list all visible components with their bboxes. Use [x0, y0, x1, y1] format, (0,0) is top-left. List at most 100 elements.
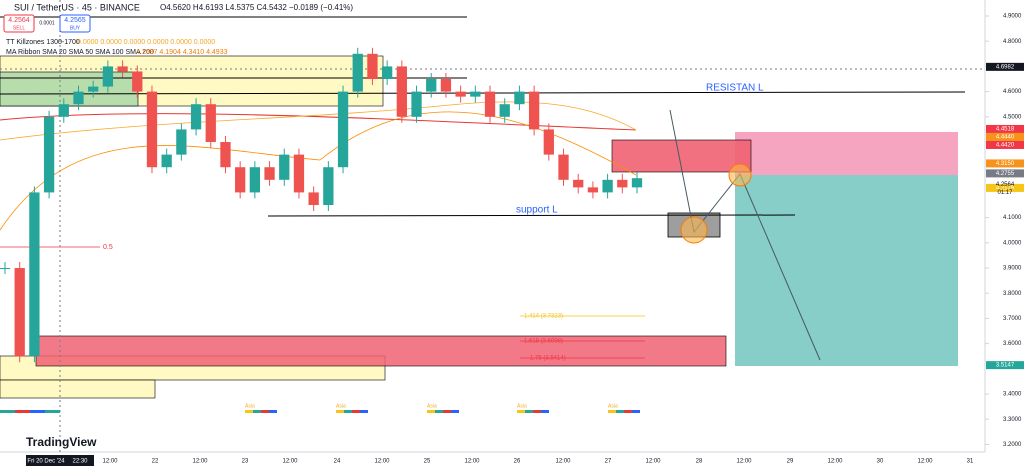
session-label: Asia: [245, 403, 255, 409]
candle: [190, 104, 202, 130]
candle: [102, 66, 114, 87]
y-tick-label: 3.2000: [1003, 442, 1022, 448]
candle: [528, 91, 540, 130]
zone: [35, 335, 727, 367]
y-tick-label: 4.5000: [1003, 114, 1022, 120]
candle: [631, 178, 643, 188]
y-tick-label: 3.3000: [1003, 417, 1022, 423]
candle: [264, 167, 275, 180]
x-tick-label: 25: [424, 459, 431, 465]
session-bar: [616, 410, 624, 413]
stop-zone: [735, 175, 958, 366]
candle: [117, 66, 128, 72]
last-price: 4.2564: [996, 182, 1015, 188]
sma-100: [0, 101, 637, 141]
x-tick-label: 30: [877, 459, 884, 465]
price-tag: [986, 361, 1024, 370]
annotation: 1.75 (3.5414): [530, 356, 566, 362]
buy-price: 4.2565: [64, 17, 86, 24]
x-tick-label: 22: [152, 459, 159, 465]
x-tick-label: Fri 20 Dec '24: [27, 459, 65, 465]
projection: [669, 109, 821, 361]
session-bar: [30, 410, 45, 413]
candle: [558, 154, 569, 180]
price-tag-label: 4.2755: [996, 171, 1015, 177]
zone: [611, 139, 752, 173]
countdown: 01:17: [997, 190, 1013, 196]
candle: [411, 91, 422, 117]
session-bar: [360, 410, 368, 413]
x-tick-label: 12:00: [645, 459, 661, 465]
session-bar: [245, 410, 253, 413]
x-tick-label: 31: [967, 459, 974, 465]
x-tick-label: 12:00: [464, 459, 480, 465]
session-bar: [443, 410, 451, 413]
header: SUI / TetherUS · 45 · BINANCE O4.5620 H4…: [3, 2, 353, 56]
candle: [14, 268, 25, 357]
session-label: Asia: [608, 403, 618, 409]
price-tag-label: 4.4440: [996, 135, 1015, 141]
candle: [161, 154, 172, 168]
y-tick-label: 4.6000: [1003, 89, 1022, 95]
indicator: MA Ribbon SMA 20 SMA 50 SMA 100 SMA 200: [6, 49, 154, 56]
date-highlight: [26, 455, 94, 466]
candle: [381, 66, 393, 80]
x-tick-label: 22:30: [72, 459, 88, 465]
session-bar: [427, 410, 435, 413]
candle: [308, 192, 319, 206]
sell-price: 4.2564: [8, 17, 30, 24]
session-label: Asia: [517, 403, 527, 409]
marker: [728, 163, 752, 187]
x-tick-label: 12:00: [736, 459, 752, 465]
candle: [484, 91, 496, 117]
candle: [440, 79, 452, 92]
candle: [602, 179, 613, 193]
candle: [396, 66, 407, 117]
zone: [0, 379, 156, 399]
candle: [617, 179, 628, 188]
y-tick-label: 3.4000: [1003, 392, 1022, 398]
marker: [680, 216, 708, 244]
session-bar: [15, 410, 30, 413]
y-tick-label: 4.8000: [1003, 39, 1022, 45]
session-bar: [541, 410, 549, 413]
price-tag: [986, 169, 1024, 178]
y-tick-label: 4.1000: [1003, 215, 1022, 221]
price-tag: [986, 183, 1024, 192]
candle: [0, 268, 11, 270]
target-zone: [735, 132, 958, 175]
candle: [249, 167, 261, 193]
price-tag-label: 3.5147: [996, 363, 1015, 369]
buy-button[interactable]: [59, 14, 91, 33]
y-tick-label: 3.9000: [1003, 266, 1022, 272]
price-tag: [986, 124, 1024, 133]
price-tag-label: 4.4518: [996, 127, 1015, 133]
session-bar: [525, 410, 533, 413]
symbol: SUI / TetherUS · 45 · BINANCE: [14, 2, 140, 12]
candle: [146, 91, 158, 168]
candle: [337, 91, 349, 168]
session-bar: [632, 410, 640, 413]
sell-button[interactable]: [3, 14, 35, 33]
session-bar: [336, 410, 344, 413]
candle: [367, 53, 378, 80]
session-bar: [344, 410, 352, 413]
x-tick-label: 12:00: [917, 459, 933, 465]
candle: [499, 104, 510, 117]
session-bar: [533, 410, 541, 413]
candle: [73, 91, 84, 105]
candle: [279, 154, 290, 180]
y-tick-label: 3.6000: [1003, 341, 1022, 347]
x-tick-label: 26: [514, 459, 521, 465]
session-bar: [269, 410, 277, 413]
x-tick-label: 12:00: [827, 459, 843, 465]
session-bar: [261, 410, 269, 413]
zone: [0, 71, 139, 107]
x-tick-label: 27: [605, 459, 612, 465]
x-tick-label: 28: [696, 459, 703, 465]
candle: [88, 86, 99, 92]
session-bar: [45, 410, 60, 413]
candle: [587, 187, 599, 193]
candle: [352, 53, 363, 92]
candle: [220, 142, 231, 168]
